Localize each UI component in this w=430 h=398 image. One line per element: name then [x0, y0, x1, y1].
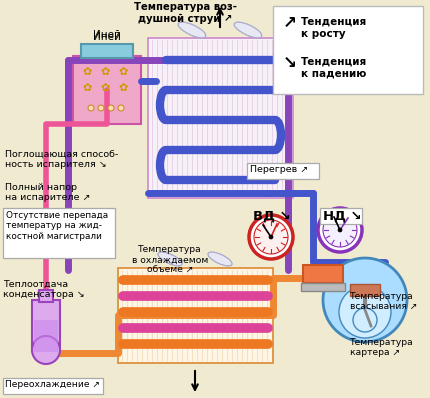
Circle shape — [353, 308, 377, 332]
Text: Отсутствие перепада
температур на жид-
костной магистрали: Отсутствие перепада температур на жид- к… — [6, 211, 108, 241]
Text: ↘: ↘ — [283, 54, 297, 72]
Bar — [118, 268, 273, 363]
Text: Иней: Иней — [93, 30, 121, 40]
Text: НД ↘: НД ↘ — [323, 210, 362, 223]
Circle shape — [108, 105, 114, 111]
Text: ✿: ✿ — [118, 67, 128, 77]
Text: Иней: Иней — [93, 32, 121, 42]
Circle shape — [338, 228, 342, 232]
Bar — [34, 320, 58, 352]
Bar — [39, 290, 53, 302]
Bar — [3, 208, 115, 258]
Text: Температура
картера ↗: Температура картера ↗ — [350, 338, 414, 357]
Text: ✿: ✿ — [82, 83, 92, 93]
Circle shape — [32, 336, 60, 364]
Circle shape — [88, 105, 94, 111]
Bar — [247, 163, 319, 179]
Ellipse shape — [158, 252, 182, 266]
Circle shape — [254, 220, 288, 254]
Circle shape — [339, 286, 391, 338]
Bar — [350, 284, 380, 296]
Text: ✿: ✿ — [100, 83, 110, 93]
Text: Температура
всасывания ↗: Температура всасывания ↗ — [350, 292, 418, 311]
Text: Температура воз-
душной струи ↗: Температура воз- душной струи ↗ — [134, 2, 236, 24]
Circle shape — [318, 208, 362, 252]
Text: Тенденция
к падению: Тенденция к падению — [301, 57, 367, 78]
Ellipse shape — [234, 22, 262, 38]
Bar — [148, 38, 293, 198]
Bar — [301, 283, 345, 291]
Text: ✿: ✿ — [100, 67, 110, 77]
Text: Температура
в охлаждаемом
объеме ↗: Температура в охлаждаемом объеме ↗ — [132, 245, 208, 275]
Ellipse shape — [158, 252, 182, 266]
Circle shape — [98, 105, 104, 111]
Text: Поглощающая способ-
ность испарителя ↘: Поглощающая способ- ность испарителя ↘ — [5, 150, 118, 170]
Ellipse shape — [208, 252, 232, 266]
Bar — [320, 208, 362, 224]
Bar — [3, 378, 103, 394]
Circle shape — [323, 213, 357, 247]
Bar — [73, 56, 141, 124]
Bar — [303, 265, 343, 283]
Bar — [273, 6, 423, 94]
Circle shape — [269, 235, 273, 239]
Ellipse shape — [234, 22, 262, 38]
Text: Тенденция
к росту: Тенденция к росту — [301, 17, 367, 39]
Ellipse shape — [178, 22, 206, 38]
Text: Перегрев ↗: Перегрев ↗ — [250, 165, 308, 174]
Text: ↗: ↗ — [283, 14, 297, 32]
Text: ✿: ✿ — [118, 83, 128, 93]
Circle shape — [323, 258, 407, 342]
Text: Переохлаждение ↗: Переохлаждение ↗ — [5, 380, 100, 389]
Circle shape — [249, 215, 293, 259]
Bar — [81, 44, 133, 58]
Ellipse shape — [208, 252, 232, 266]
Text: ✿: ✿ — [82, 67, 92, 77]
Bar — [32, 300, 60, 350]
Text: Теплоотдача
конденсатора ↘: Теплоотдача конденсатора ↘ — [3, 280, 85, 299]
Circle shape — [118, 105, 124, 111]
Ellipse shape — [178, 22, 206, 38]
Text: Полный напор
на испарителе ↗: Полный напор на испарителе ↗ — [5, 183, 90, 203]
Text: ВД ↘: ВД ↘ — [253, 210, 291, 223]
